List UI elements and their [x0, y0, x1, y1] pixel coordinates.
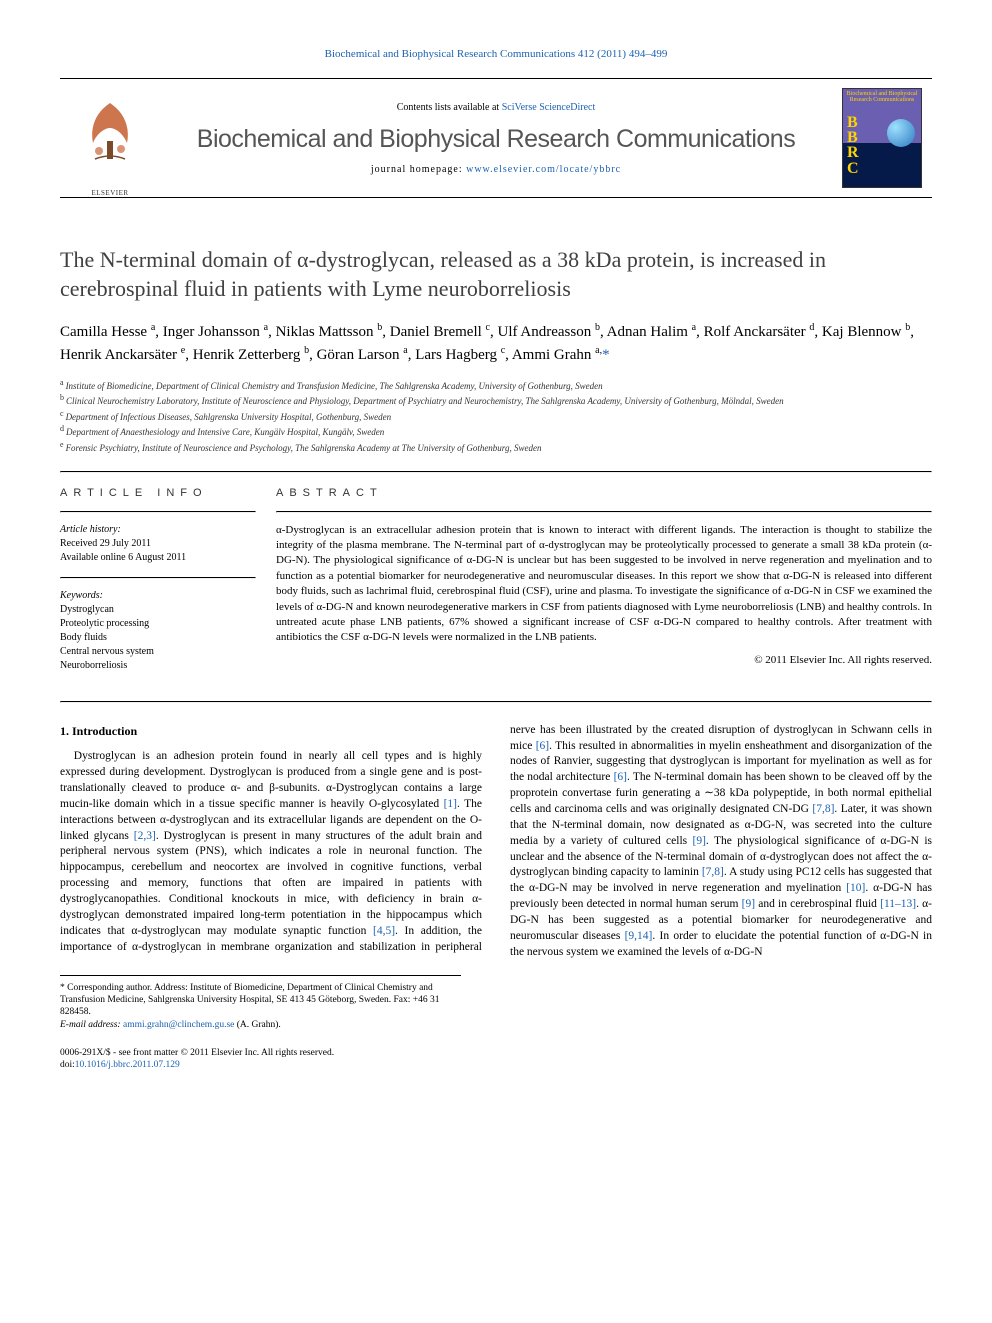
doi-link[interactable]: 10.1016/j.bbrc.2011.07.129 — [75, 1060, 180, 1070]
scidirect-link[interactable]: SciVerse ScienceDirect — [502, 102, 596, 113]
header-center: Contents lists available at SciVerse Sci… — [160, 79, 832, 197]
info-abstract-row: ARTICLE INFO Article history: Received 2… — [60, 487, 932, 685]
keyword-item: Body fluids — [60, 631, 256, 645]
cite-link[interactable]: [6] — [536, 740, 549, 752]
cite-link[interactable]: [4,5] — [373, 925, 395, 937]
section-divider-bottom — [60, 701, 932, 703]
cite-link[interactable]: [7,8] — [812, 803, 834, 815]
info-divider-1 — [60, 511, 256, 513]
globe-icon — [887, 119, 915, 147]
keyword-item: Neuroborreliosis — [60, 659, 256, 673]
abstract-divider — [276, 511, 932, 513]
bbrc-cover-icon: Biochemical and Biophysical Research Com… — [842, 88, 922, 188]
cite-link[interactable]: [11–13] — [880, 898, 916, 910]
cite-link[interactable]: [10] — [846, 882, 865, 894]
affiliation-line: dDepartment of Anaesthesiology and Inten… — [60, 423, 932, 439]
affiliation-line: eForensic Psychiatry, Institute of Neuro… — [60, 439, 932, 455]
corresponding-marker[interactable]: * — [602, 347, 610, 363]
journal-name: Biochemical and Biophysical Research Com… — [197, 125, 795, 154]
homepage-prefix: journal homepage: — [371, 164, 466, 175]
contents-available-line: Contents lists available at SciVerse Sci… — [397, 102, 596, 113]
bbrc-cover-small-text: Biochemical and Biophysical Research Com… — [843, 89, 921, 103]
cite-link[interactable]: [6] — [614, 771, 627, 783]
homepage-link[interactable]: www.elsevier.com/locate/ybbrc — [466, 164, 621, 175]
keywords-heading: Keywords: — [60, 589, 256, 603]
section-divider-top — [60, 471, 932, 473]
keywords-block: Keywords: DystroglycanProteolytic proces… — [60, 589, 256, 673]
elsevier-label: ELSEVIER — [75, 189, 145, 197]
keyword-item: Dystroglycan — [60, 603, 256, 617]
intro-paragraph: Dystroglycan is an adhesion protein foun… — [60, 723, 932, 961]
history-heading: Article history: — [60, 523, 256, 537]
cite-link[interactable]: [7,8] — [702, 866, 724, 878]
keywords-list: DystroglycanProteolytic processingBody f… — [60, 603, 256, 673]
authors-line: Camilla Hesse a, Inger Johansson a, Nikl… — [60, 321, 932, 367]
body-text: and in cerebrospinal fluid — [755, 898, 880, 910]
doi-prefix: doi: — [60, 1060, 75, 1070]
abstract-col: ABSTRACT α-Dystroglycan is an extracellu… — [276, 487, 932, 685]
history-online: Available online 6 August 2011 — [60, 551, 256, 565]
contents-prefix: Contents lists available at — [397, 102, 502, 113]
journal-header: ELSEVIER Contents lists available at Sci… — [60, 78, 932, 198]
intro-heading: 1. Introduction — [60, 723, 482, 740]
corr-text: Corresponding author. Address: Institute… — [60, 983, 440, 1018]
cite-link[interactable]: [2,3] — [134, 830, 156, 842]
email-label: E-mail address: — [60, 1020, 123, 1030]
cite-link[interactable]: [9] — [742, 898, 755, 910]
article-info-label: ARTICLE INFO — [60, 487, 256, 499]
front-matter-line: 0006-291X/$ - see front matter © 2011 El… — [60, 1047, 932, 1059]
keyword-item: Central nervous system — [60, 645, 256, 659]
citation-line: Biochemical and Biophysical Research Com… — [60, 48, 932, 60]
cite-link[interactable]: [1] — [444, 798, 457, 810]
body-text: . Dystroglycan is present in many struct… — [60, 830, 482, 937]
footnotes: * Corresponding author. Address: Institu… — [60, 975, 461, 1031]
article-title: The N-terminal domain of α-dystroglycan,… — [60, 246, 932, 303]
abstract-copyright: © 2011 Elsevier Inc. All rights reserved… — [276, 654, 932, 666]
affiliation-line: aInstitute of Biomedicine, Department of… — [60, 377, 932, 393]
keyword-item: Proteolytic processing — [60, 617, 256, 631]
info-divider-2 — [60, 577, 256, 579]
bbrc-letters: BBRC — [847, 115, 859, 176]
page-root: Biochemical and Biophysical Research Com… — [0, 0, 992, 1112]
cite-link[interactable]: [9,14] — [625, 930, 653, 942]
doi-line: doi:10.1016/j.bbrc.2011.07.129 — [60, 1059, 932, 1071]
history-received: Received 29 July 2011 — [60, 537, 256, 551]
body-columns: 1. Introduction Dystroglycan is an adhes… — [60, 723, 932, 961]
footer: 0006-291X/$ - see front matter © 2011 El… — [60, 1047, 932, 1072]
email-link[interactable]: ammi.grahn@clinchem.gu.se — [123, 1020, 234, 1030]
affiliations: aInstitute of Biomedicine, Department of… — [60, 377, 932, 455]
email-suffix: (A. Grahn). — [234, 1020, 280, 1030]
affiliation-line: cDepartment of Infectious Diseases, Sahl… — [60, 408, 932, 424]
journal-homepage-line: journal homepage: www.elsevier.com/locat… — [371, 164, 621, 175]
email-line: E-mail address: ammi.grahn@clinchem.gu.s… — [60, 1019, 461, 1031]
corresponding-author-note: * Corresponding author. Address: Institu… — [60, 982, 461, 1019]
article-info-col: ARTICLE INFO Article history: Received 2… — [60, 487, 276, 685]
journal-cover-container: Biochemical and Biophysical Research Com… — [832, 79, 932, 197]
body-text: Dystroglycan is an adhesion protein foun… — [60, 750, 482, 810]
cite-link[interactable]: [9] — [693, 835, 706, 847]
abstract-text: α-Dystroglycan is an extracellular adhes… — [276, 523, 932, 646]
affiliation-line: bClinical Neurochemistry Laboratory, Ins… — [60, 392, 932, 408]
elsevier-logo-container: ELSEVIER — [60, 79, 160, 197]
elsevier-tree-icon: ELSEVIER — [75, 93, 145, 183]
article-history: Article history: Received 29 July 2011 A… — [60, 523, 256, 565]
authors-text: Camilla Hesse a, Inger Johansson a, Nikl… — [60, 324, 914, 363]
body-text: modulate synaptic function — [234, 925, 373, 937]
abstract-label: ABSTRACT — [276, 487, 932, 499]
citation-link[interactable]: Biochemical and Biophysical Research Com… — [325, 48, 668, 60]
